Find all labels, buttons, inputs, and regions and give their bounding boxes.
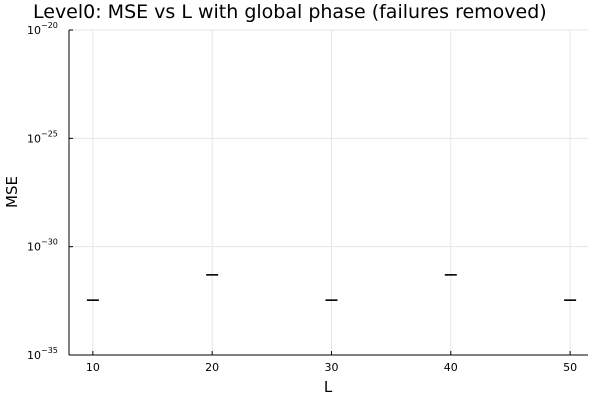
tick-layer: 10 20 30 40 50 10−35 10−30 10−25 10−20: [27, 21, 577, 374]
x-tick-label: 40: [444, 361, 458, 374]
mark-layer: [86, 274, 577, 301]
y-tick-label: 10−30: [27, 238, 58, 254]
x-axis-label: L: [324, 378, 333, 396]
x-tick-label: 50: [563, 361, 577, 374]
y-tick-label: 10−20: [27, 21, 58, 37]
x-tick-label: 20: [205, 361, 219, 374]
chart-title: Level0: MSE vs L with global phase (fail…: [33, 1, 547, 23]
y-tick-label: 10−35: [27, 346, 58, 362]
x-tick-label: 10: [86, 361, 100, 374]
y-tick-label: 10−25: [27, 129, 58, 145]
grid-layer: [69, 29, 588, 356]
x-tick-label: 30: [324, 361, 338, 374]
y-axis-label: MSE: [3, 176, 21, 208]
